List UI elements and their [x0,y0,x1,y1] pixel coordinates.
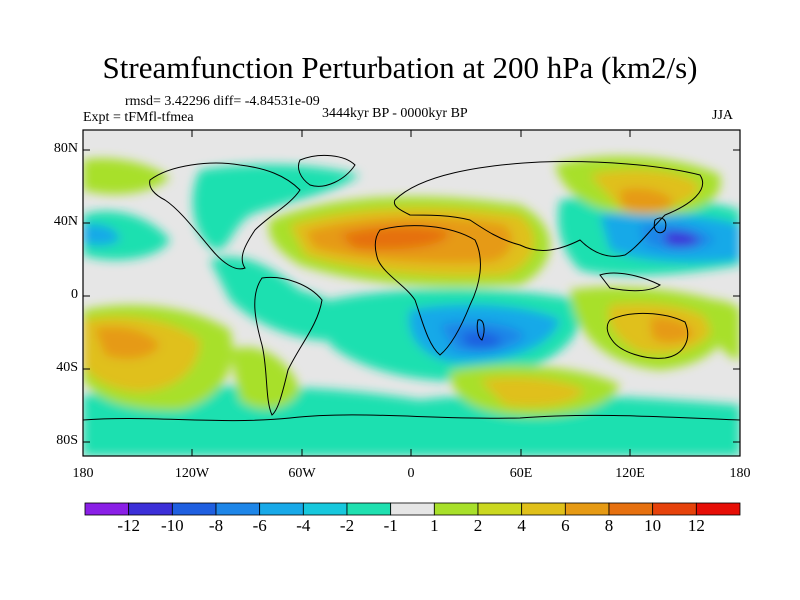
colorbar-swatch [521,502,566,516]
anomaly-region [340,226,450,250]
lon-tick-label: 180 [729,466,751,481]
colorbar-label: 12 [687,516,705,535]
colorbar-label: 6 [561,516,570,535]
period-label: 3444kyr BP - 0000kyr BP [322,106,468,121]
anomaly-region [665,231,700,247]
anomaly-region [83,211,170,260]
colorbar-swatch [259,502,304,516]
colorbar-label: -8 [208,516,224,535]
colorbar-label: 2 [473,516,483,535]
lon-tick-label: 120E [615,466,645,481]
colorbar-swatch [695,502,741,516]
coastline-australia [606,312,689,359]
colorbar-label: 1 [430,516,439,535]
lon-tick-label: 180 [72,466,94,481]
coastline-madagascar [476,319,485,341]
colorbar-swatch [477,502,523,516]
anomaly-region [83,224,120,246]
colorbar-swatch [128,502,173,516]
anomaly-region [210,256,353,341]
colorbar-label: -6 [252,516,267,535]
colorbar-label: -10 [160,516,184,535]
experiment-label: Expt = tFMfl-tfmea [83,110,194,125]
lat-tick-label: 0 [71,287,78,302]
lon-tick-label: 60E [509,466,533,481]
lat-tick-label: 80N [53,141,78,156]
lat-tick-label: 40N [53,214,78,229]
lat-tick-label: 80S [56,433,78,448]
coastline-europe-asia [393,161,703,257]
axis-ticks [83,130,740,456]
coastline-greenland [297,154,356,187]
colorbar-swatch [171,502,217,516]
anomaly-region [83,158,170,195]
anomaly-region [480,377,585,407]
colorbar-swatch [390,502,435,516]
colorbar-swatch [84,502,130,516]
anomaly-region [95,326,160,359]
season-label: JJA [712,108,734,123]
anomaly-region [620,188,675,213]
colorbar-swatch [433,502,479,516]
colorbar [84,502,741,516]
coastline-japan [653,217,667,234]
coastline-antarctica [83,414,740,422]
coastline-north-america [149,162,301,270]
colorbar-swatch [652,502,697,516]
colorbar-label: -2 [339,516,355,535]
stats-line: rmsd= 3.42296 diff= -4.84531e-09 [125,94,320,109]
colorbar-swatch [215,502,261,516]
lon-tick-label: 120W [174,466,210,481]
anomaly-region [650,317,694,343]
coastlines [83,154,740,422]
coastline-africa [374,225,481,356]
colorbar-label: 10 [644,516,662,535]
colorbar-label: -4 [296,516,311,535]
colorbar-swatch [302,502,348,516]
anomaly-region [700,299,740,360]
colorbar-label: 4 [517,516,526,535]
coastline-maritime-asia [599,272,661,292]
colorbar-swatch [346,502,392,516]
coastline-south-america [254,276,323,416]
anomaly-region [462,331,503,349]
colorbar-swatch [564,502,610,516]
colorbar-label: -1 [383,516,398,535]
lat-tick-label: 40S [56,360,78,375]
lon-tick-label: 0 [407,466,415,481]
colorbar-label: -12 [117,516,140,535]
colorbar-swatch [608,502,654,516]
colorbar-label: 8 [604,516,614,535]
chart-title: Streamfunction Perturbation at 200 hPa (… [102,50,698,85]
lon-tick-label: 60W [288,466,316,481]
